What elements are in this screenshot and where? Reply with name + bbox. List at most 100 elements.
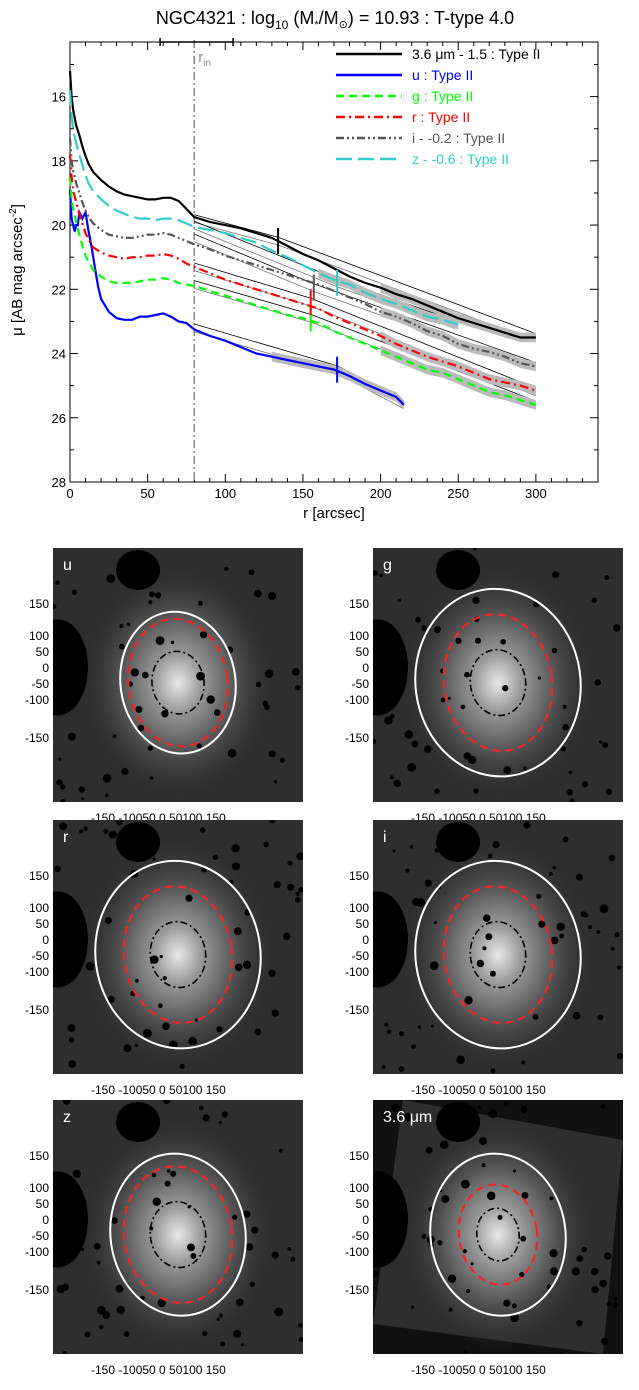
masked-star: [596, 929, 601, 935]
image-x-tick-labels: -150 -10050 0 50100 150: [411, 1083, 546, 1097]
masked-star: [67, 1024, 76, 1032]
masked-star: [384, 1022, 389, 1027]
masked-star: [157, 1298, 166, 1308]
masked-star: [551, 647, 558, 654]
masked-star: [115, 1284, 124, 1293]
masked-star: [255, 681, 262, 688]
band-label: r: [63, 829, 69, 846]
masked-star: [235, 1298, 244, 1307]
masked-star: [216, 1317, 220, 1321]
masked-star: [500, 638, 506, 645]
masked-star: [170, 640, 175, 645]
masked-star: [556, 922, 565, 931]
masked-star: [398, 1065, 405, 1072]
series-3-error-band: [380, 331, 536, 396]
break-ellipse: [457, 1183, 539, 1286]
masked-star: [119, 570, 127, 578]
masked-star: [568, 770, 573, 775]
band-label: z: [63, 1109, 71, 1126]
legend-entry: 3.6 μm - 1.5 : Type II: [412, 46, 540, 62]
x-tick-label: 100: [214, 486, 236, 501]
masked-star: [294, 896, 301, 903]
masked-star: [60, 798, 66, 802]
masked-star: [141, 671, 149, 679]
inner-ellipse: [149, 920, 207, 989]
masked-star: [576, 873, 583, 881]
masked-star: [99, 1325, 104, 1330]
masked-star: [473, 788, 479, 794]
inner-ellipse: [149, 1200, 207, 1269]
masked-star: [188, 1036, 197, 1046]
masked-star: [55, 580, 60, 585]
masked-star: [56, 779, 63, 786]
masked-star: [53, 603, 57, 610]
masked-star: [152, 1197, 161, 1207]
masked-star: [143, 1028, 152, 1038]
image-y-tick-label: -50: [352, 677, 370, 691]
outer-ellipse: [429, 1152, 567, 1317]
masked-star: [477, 1105, 481, 1110]
masked-star: [185, 894, 193, 902]
masked-star: [606, 1301, 612, 1307]
masked-star: [68, 1037, 75, 1043]
x-tick-label: 200: [370, 486, 392, 501]
masked-star: [590, 1267, 599, 1276]
masked-star: [421, 1233, 427, 1240]
galaxy-glow: [403, 840, 593, 1069]
image-panel-1: g 150 100 50 0 -50 -100 -150 -150 -10050 0 50100…: [320, 548, 639, 838]
masked-star: [213, 709, 221, 716]
masked-star: [572, 1011, 581, 1020]
series-2-fit-line: [194, 280, 311, 315]
masked-star: [68, 1060, 77, 1068]
masked-star: [425, 1146, 433, 1154]
image-y-tick-label: -100: [345, 693, 369, 707]
masked-star: [599, 1279, 608, 1288]
y-tick-label: 16: [52, 90, 66, 105]
image-y-tick-label: 0: [362, 933, 369, 947]
masked-star: [548, 872, 553, 876]
masked-star: [148, 591, 155, 598]
chart-legend: 3.6 μm - 1.5 : Type II u : Type II g : Typ…: [336, 46, 540, 167]
masked-star: [463, 1350, 467, 1354]
masked-star: [581, 1246, 587, 1253]
masked-star: [54, 865, 61, 873]
band-label: i: [383, 829, 387, 846]
masked-star: [137, 724, 145, 732]
masked-star: [610, 946, 615, 951]
masked-star: [454, 582, 462, 591]
masked-region: [116, 550, 160, 590]
image-y-tick-label: 150: [349, 597, 369, 611]
image-y-tick-label: -150: [25, 1283, 49, 1297]
masked-star: [201, 867, 207, 873]
masked-star: [433, 921, 437, 925]
masked-star: [85, 961, 95, 971]
series-1-fit-line: [194, 323, 338, 367]
masked-region: [373, 1171, 408, 1268]
masked-star: [373, 1270, 379, 1278]
masked-star: [409, 845, 414, 849]
masked-star: [112, 734, 117, 738]
masked-star: [510, 1313, 520, 1323]
masked-star: [134, 1043, 139, 1048]
masked-region: [53, 891, 88, 988]
image-x-tick-labels: -150 -10050 0 50100 150: [411, 1363, 546, 1377]
band-label: 3.6 μm: [383, 1109, 432, 1126]
masked-star: [151, 1172, 157, 1178]
masked-star: [481, 1163, 486, 1168]
masked-star: [470, 1262, 474, 1266]
masked-star: [404, 730, 414, 739]
masked-star: [390, 713, 395, 719]
masked-star: [483, 914, 491, 922]
masked-star: [103, 829, 109, 835]
series-5-fit-line: [194, 220, 338, 280]
masked-star: [110, 1217, 118, 1224]
masked-star: [116, 1305, 126, 1315]
masked-star: [194, 1018, 199, 1022]
masked-star: [617, 965, 622, 970]
masked-star: [80, 915, 85, 920]
masked-star: [298, 1323, 303, 1328]
masked-star: [456, 1055, 465, 1064]
masked-star: [150, 955, 159, 964]
masked-star: [79, 829, 84, 834]
